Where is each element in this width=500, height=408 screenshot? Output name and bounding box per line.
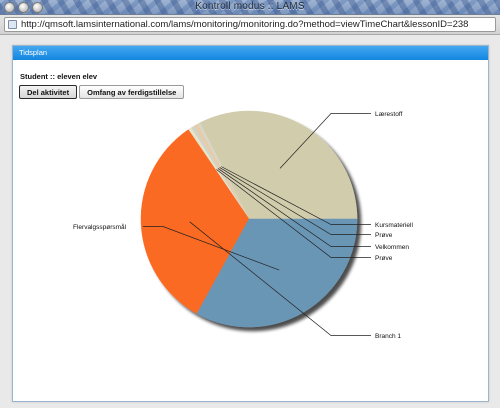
leader-line-velkommen [217, 168, 371, 247]
close-window-button[interactable] [4, 2, 15, 13]
pie-leader-lines [143, 113, 371, 336]
window-titlebar: Kontroll modus :: LAMS [0, 0, 500, 15]
leader-line-laerestoff [279, 113, 371, 169]
address-toolbar: http://qmsoft.lamsinternational.com/lams… [0, 15, 500, 35]
pie-slices [140, 110, 358, 328]
leader-line-kursmateriell [221, 166, 371, 225]
window-title: Kontroll modus :: LAMS [195, 1, 305, 12]
page-content: Tidsplan Student :: eleven elev Del akti… [0, 36, 500, 408]
schedule-panel: Tidsplan Student :: eleven elev Del akti… [12, 45, 489, 402]
panel-header: Tidsplan [13, 46, 488, 60]
pie-label-velkommen: Velkommen [375, 244, 409, 251]
leader-line-prove [219, 167, 371, 235]
pie-label-flervalgssporsmal: Flervalgsspørsmål [73, 223, 127, 231]
pie-labels: Lærestoff Kursmateriell Prøve Velkommen Prøv… [73, 111, 413, 340]
student-label: Student :: eleven elev [20, 72, 98, 81]
tab-part-activity[interactable]: Del aktivitet [19, 85, 78, 99]
pie-label-prove: Prøve [375, 232, 393, 239]
zoom-window-button[interactable] [32, 2, 43, 13]
leader-line-branch-1 [189, 221, 371, 336]
minimize-window-button[interactable] [18, 2, 29, 13]
pie-slice-laerestoff[interactable] [199, 110, 358, 220]
pie-label-kursmateriell: Kursmateriell [375, 222, 413, 229]
leader-line-flervalgssporsmal [143, 226, 280, 271]
pie-slice-flervalgssporsmal[interactable] [196, 218, 358, 328]
pie-chart: Lærestoff Kursmateriell Prøve Velkommen Prøv… [73, 110, 413, 340]
url-text[interactable]: http://qmsoft.lamsinternational.com/lams… [21, 19, 469, 30]
leader-line-prove-2 [216, 169, 371, 258]
pie-label-laerestoff: Lærestoff [375, 111, 403, 118]
address-bar[interactable]: http://qmsoft.lamsinternational.com/lams… [4, 17, 496, 32]
page-icon [8, 20, 17, 29]
chart-mode-tabs: Del aktivitet Omfang av ferdigstillelse [19, 85, 185, 99]
tab-completion-extent[interactable]: Omfang av ferdigstillelse [79, 85, 185, 99]
pie-label-branch-1: Branch 1 [375, 333, 401, 340]
pie-label-prove-2: Prøve [375, 255, 393, 262]
